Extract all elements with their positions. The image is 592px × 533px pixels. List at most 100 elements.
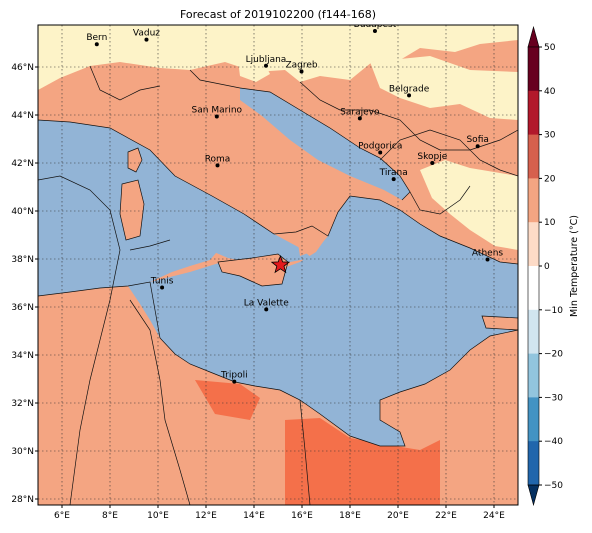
lat-tick-label: 28°N: [11, 495, 34, 505]
city-dot: [264, 307, 269, 312]
colorbar-tick-label: −30: [544, 393, 563, 403]
city-dot: [357, 116, 362, 121]
city-label: Tunis: [150, 277, 174, 287]
colorbar-extend-min: [527, 484, 540, 507]
lon-tick-label: 6°E: [54, 511, 70, 521]
city-label: Skopje: [417, 152, 447, 162]
colorbar-segment: [528, 134, 539, 179]
colorbar-tick-label: −10: [544, 306, 563, 316]
colorbar-tick-label: −40: [544, 437, 563, 447]
map-grid: [38, 25, 518, 505]
city-dot: [407, 93, 412, 98]
city-label: Sarajevo: [340, 107, 380, 117]
city-dot: [485, 257, 490, 262]
city-label: Podgorica: [358, 141, 402, 151]
sea-ionian-central: [128, 196, 518, 446]
location-star-marker: [270, 254, 291, 274]
colorbar: 50 40 30 20 10 0 −10 −20 −30 −40 −50: [527, 25, 563, 507]
lat-tick-label: 32°N: [11, 399, 34, 409]
city-label: Budapest: [354, 20, 397, 30]
colorbar-segment: [528, 309, 539, 355]
city-dot: [430, 161, 435, 165]
corsica: [128, 148, 142, 172]
lon-tick-label: 8°E: [102, 511, 118, 521]
lat-tick-label: 30°N: [11, 447, 34, 457]
city-label: Zagreb: [285, 61, 317, 71]
lat-tick-label: 42°N: [11, 159, 34, 169]
lat-tick-label: 44°N: [11, 111, 34, 121]
city-label: Vaduz: [133, 29, 160, 39]
lon-tick-label: 24°E: [483, 511, 505, 521]
colorbar-extend-max: [527, 25, 540, 48]
colorbar-tick-label: −50: [544, 481, 563, 491]
colorbar-segment: [528, 397, 539, 442]
city-label: Ljubljana: [246, 55, 287, 65]
lon-tick-label: 22°E: [435, 511, 457, 521]
city-dot: [232, 379, 237, 384]
city-dot: [214, 114, 219, 119]
colorbar-tick-label: 40: [544, 87, 556, 97]
colorbar-segment: [528, 47, 539, 92]
coastlines: [38, 65, 518, 505]
city-dot: [264, 63, 268, 68]
lat-tick-label: 38°N: [11, 255, 34, 265]
latitude-tick-labels: 28°N 30°N 32°N 34°N 36°N 38°N 40°N 42°N 44°N 46°N: [11, 63, 38, 505]
lon-tick-label: 18°E: [339, 511, 361, 521]
crete: [482, 316, 518, 330]
lat-tick-label: 46°N: [11, 63, 34, 73]
city-dot: [475, 144, 480, 149]
city-dot: [160, 285, 165, 290]
city-label: San Marino: [192, 105, 243, 115]
city-label: Athens: [472, 248, 503, 258]
colorbar-segment: [528, 441, 539, 486]
colorbar-tick-label: −20: [544, 350, 563, 360]
lat-tick-label: 40°N: [11, 207, 34, 217]
city-label: La Valette: [244, 298, 289, 308]
sea-tyrrhenian: [150, 150, 312, 268]
cool-land-ne: [370, 56, 518, 120]
calabria: [296, 226, 328, 256]
longitude-tick-labels: 6°E 8°E 10°E 12°E 14°E 16°E 18°E 20°E 22°E 24°E: [54, 505, 505, 521]
city-dot: [215, 163, 220, 168]
city-dot: [378, 150, 383, 155]
lon-tick-label: 10°E: [147, 511, 169, 521]
city-label: Tripoli: [220, 371, 248, 381]
colorbar-segment: [528, 353, 539, 398]
colorbar-segment: [528, 90, 539, 136]
colorbar-label: Min Temperature (°C): [569, 215, 580, 317]
city-dot: [144, 37, 149, 42]
sicily: [218, 254, 288, 286]
warm-land-libya-west: [195, 380, 260, 420]
city-dot: [391, 177, 396, 182]
colorbar-segment: [528, 222, 539, 267]
colorbar-tick-label: 50: [544, 43, 556, 53]
lon-tick-label: 16°E: [291, 511, 313, 521]
city-dot: [299, 69, 304, 74]
figure-title: Forecast of 2019102200 (f144-168): [180, 8, 376, 21]
lon-tick-label: 12°E: [195, 511, 217, 521]
colorbar-tick-label: 0: [544, 262, 550, 272]
cool-land-balkans: [420, 160, 518, 250]
colorbar-tick-label: 10: [544, 218, 556, 228]
city-label: Bern: [86, 33, 107, 43]
city-label: Sofia: [466, 135, 488, 145]
city-dot: [94, 42, 99, 47]
city-label: Belgrade: [389, 84, 430, 94]
colorbar-tick-label: 30: [544, 131, 556, 141]
colorbar-segment: [528, 266, 539, 311]
warm-land-libya: [285, 418, 440, 505]
colorbar-tick-label: 20: [544, 174, 556, 184]
colorbar-segment: [528, 178, 539, 223]
sardinia: [120, 180, 144, 240]
lat-tick-label: 36°N: [11, 303, 34, 313]
city-label: Tirana: [379, 168, 408, 178]
map-frame: [37, 24, 519, 506]
city-label: Roma: [205, 154, 231, 164]
city-dot: [372, 29, 377, 33]
lon-tick-label: 20°E: [387, 511, 409, 521]
lat-tick-label: 34°N: [11, 351, 34, 361]
sea-adriatic: [240, 88, 410, 200]
